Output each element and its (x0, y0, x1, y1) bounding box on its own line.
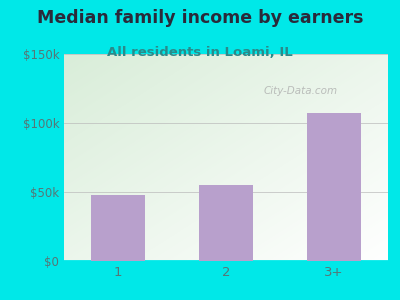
Text: Median family income by earners: Median family income by earners (37, 9, 363, 27)
Bar (91, 195, 145, 261)
Text: All residents in Loami, IL: All residents in Loami, IL (107, 46, 293, 59)
Bar (307, 113, 361, 261)
Text: City-Data.com: City-Data.com (264, 86, 338, 96)
Bar (199, 185, 253, 261)
